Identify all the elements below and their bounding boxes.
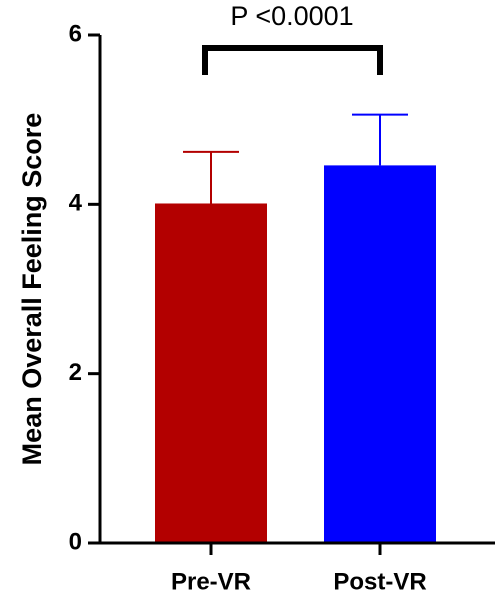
annotation: P <0.0001 (230, 1, 353, 31)
x-tick-label: Pre-VR (171, 568, 251, 595)
y-tick-label: 2 (69, 359, 82, 386)
bar (324, 165, 436, 544)
y-tick-label: 0 (69, 528, 82, 555)
y-tick-label: 6 (69, 20, 82, 47)
y-tick-label: 4 (69, 190, 83, 217)
bar (155, 203, 267, 543)
x-tick-label: Post-VR (333, 568, 426, 595)
y-axis-label: Mean Overall Feeling Score (17, 113, 47, 466)
significance-bracket (202, 45, 383, 75)
